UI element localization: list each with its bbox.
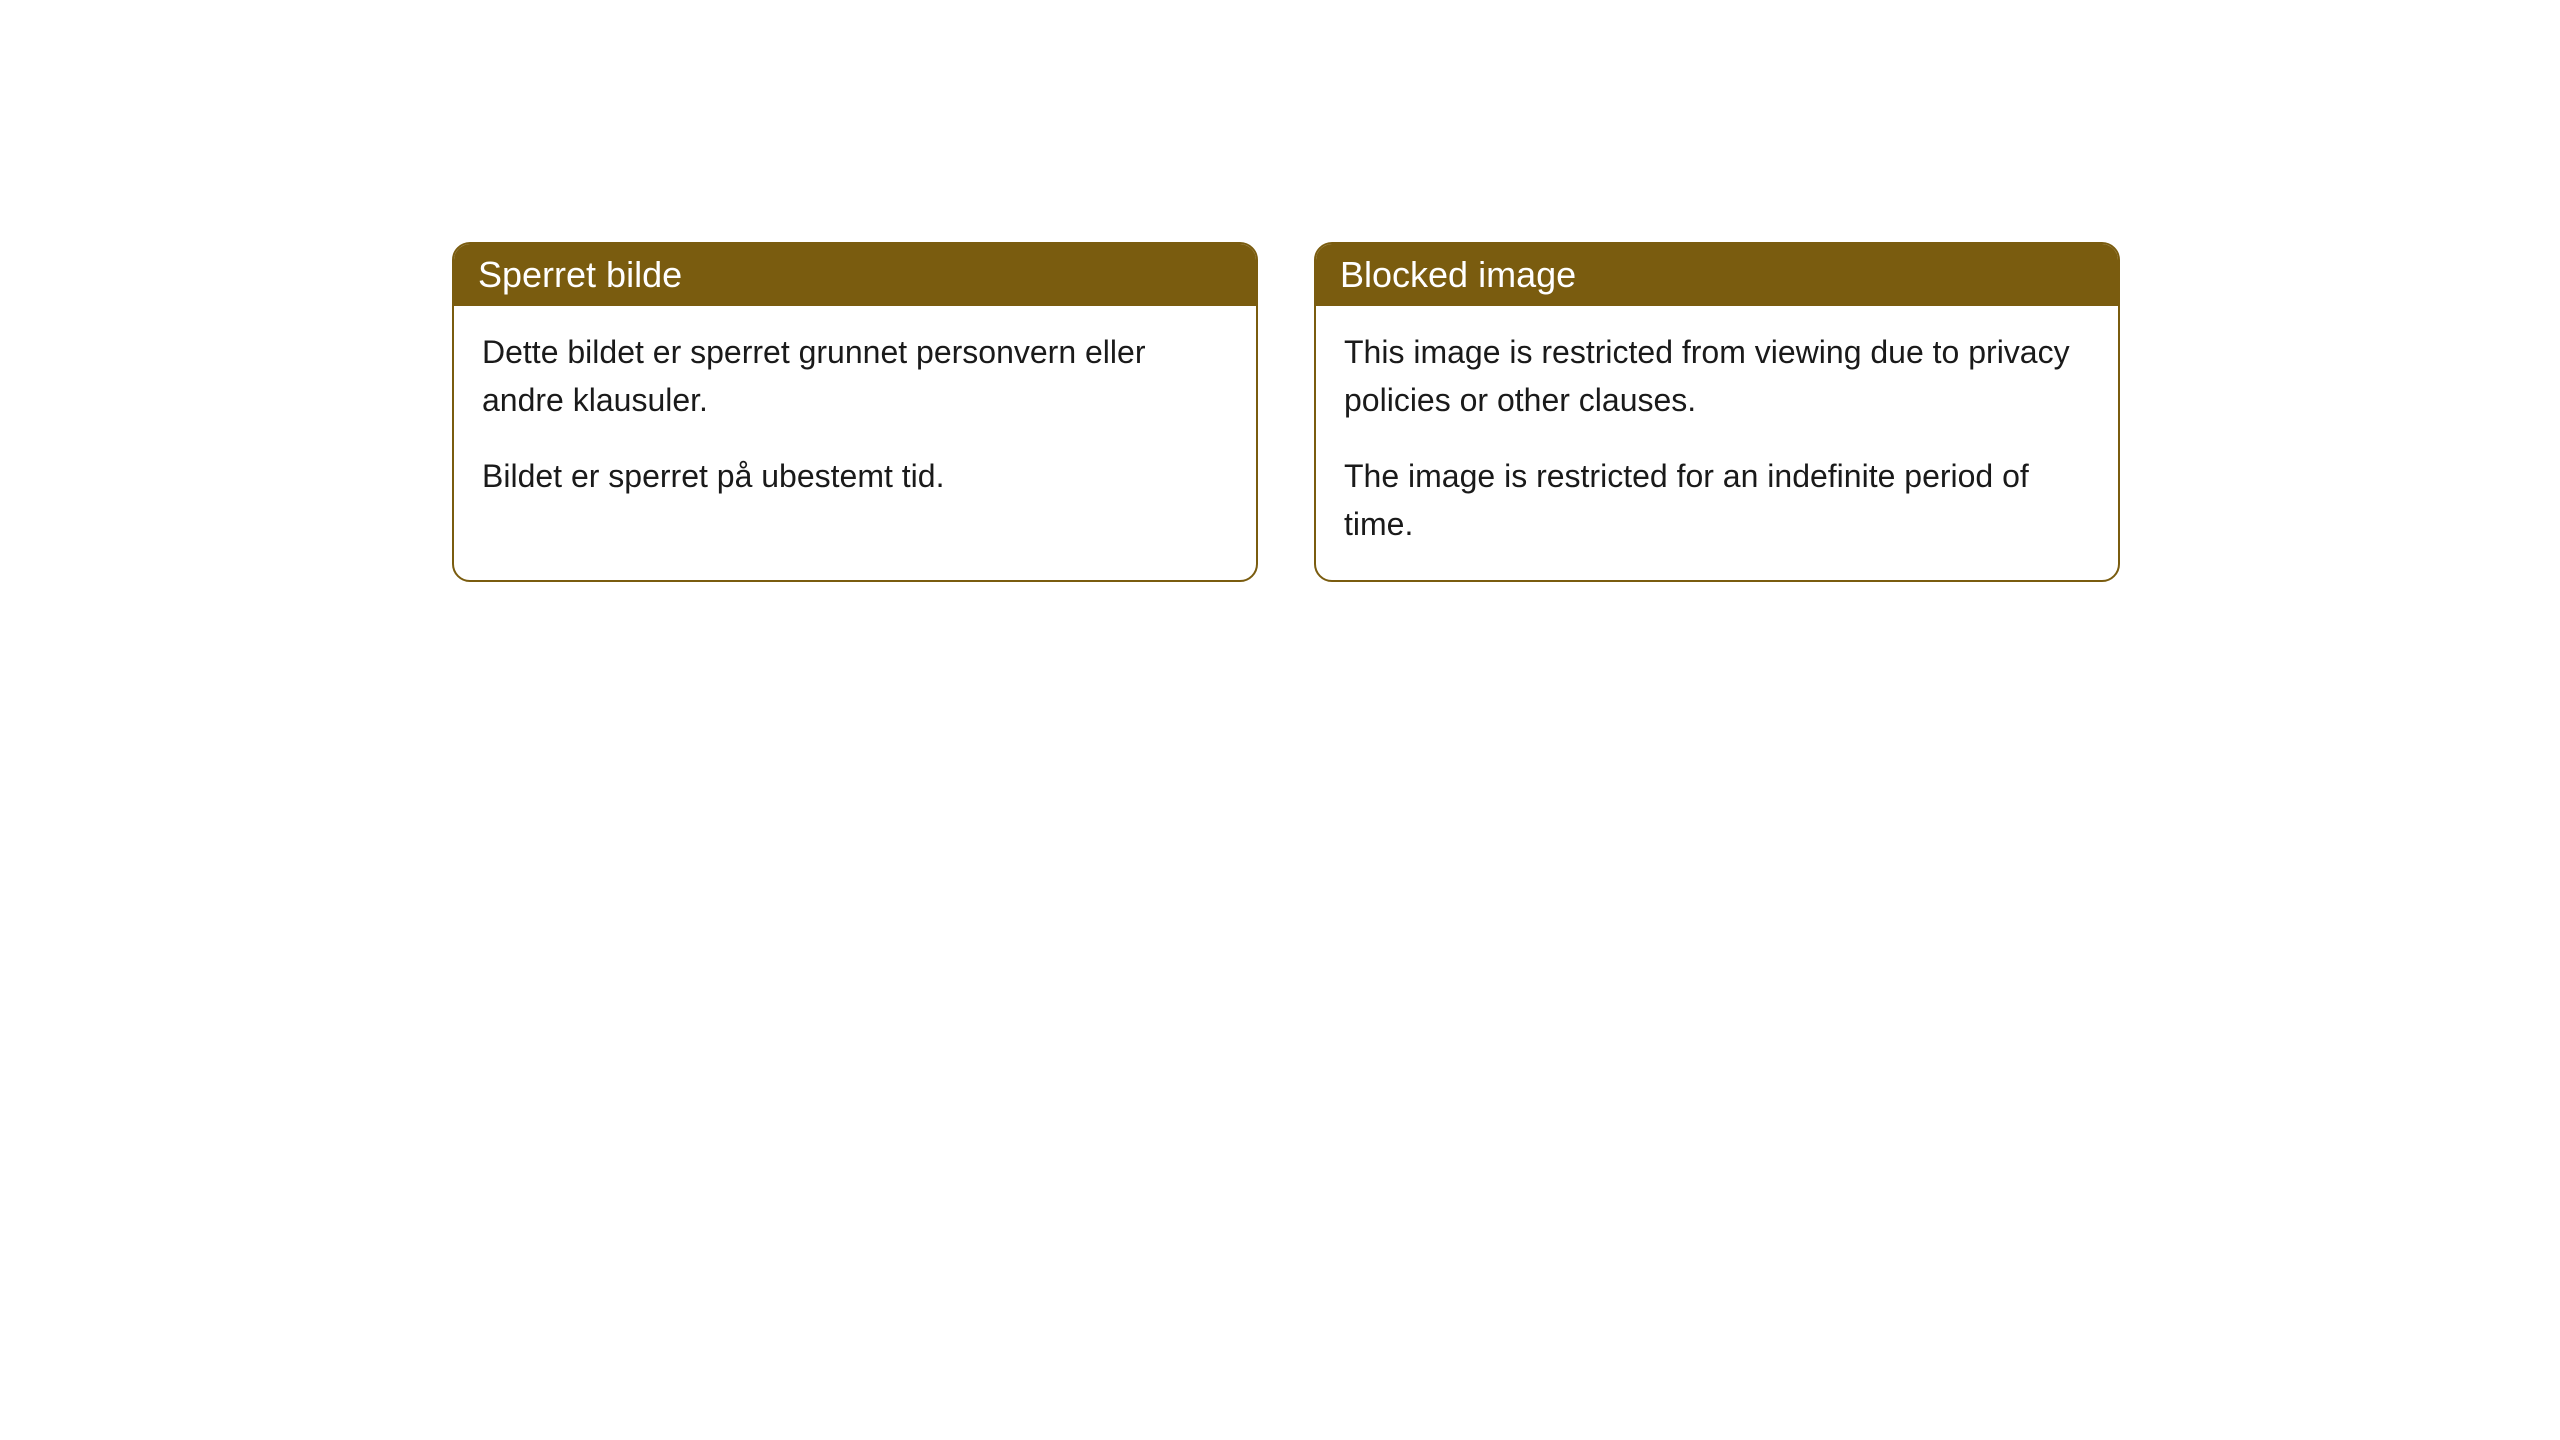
notice-paragraph-1: Dette bildet er sperret grunnet personve… xyxy=(482,328,1228,424)
notice-card-norwegian: Sperret bilde Dette bildet er sperret gr… xyxy=(452,242,1258,582)
notice-body: This image is restricted from viewing du… xyxy=(1316,306,2118,580)
notice-card-english: Blocked image This image is restricted f… xyxy=(1314,242,2120,582)
notice-body: Dette bildet er sperret grunnet personve… xyxy=(454,306,1256,532)
notice-paragraph-2: Bildet er sperret på ubestemt tid. xyxy=(482,452,1228,500)
notice-paragraph-2: The image is restricted for an indefinit… xyxy=(1344,452,2090,548)
notice-header: Sperret bilde xyxy=(454,244,1256,306)
notice-paragraph-1: This image is restricted from viewing du… xyxy=(1344,328,2090,424)
notice-container: Sperret bilde Dette bildet er sperret gr… xyxy=(0,0,2560,582)
notice-header: Blocked image xyxy=(1316,244,2118,306)
